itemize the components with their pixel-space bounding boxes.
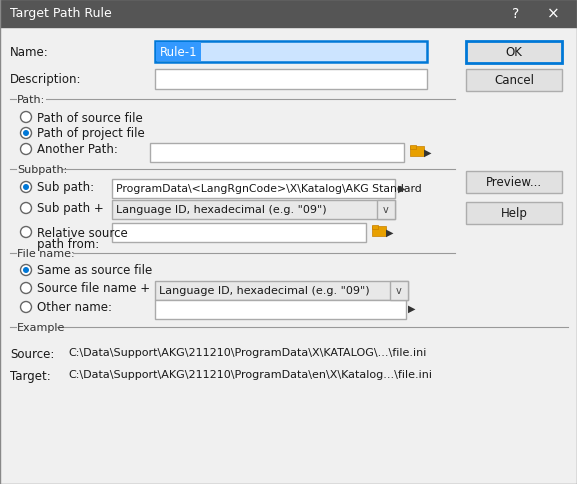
Bar xyxy=(466,42,562,64)
Circle shape xyxy=(21,128,32,139)
Circle shape xyxy=(21,302,32,313)
Circle shape xyxy=(21,265,32,276)
Text: Preview...: Preview... xyxy=(486,176,542,189)
Text: Description:: Description: xyxy=(10,74,81,86)
Text: C:\Data\Support\AKG\211210\ProgramData\X\KATALOG\...\file.ini: C:\Data\Support\AKG\211210\ProgramData\X… xyxy=(68,348,426,357)
Bar xyxy=(0,0,577,28)
Text: Help: Help xyxy=(501,207,527,220)
Text: C:\Data\Support\AKG\211210\ProgramData\en\X\Katalog...\file.ini: C:\Data\Support\AKG\211210\ProgramData\e… xyxy=(68,369,432,379)
Text: ▶: ▶ xyxy=(424,148,432,158)
Circle shape xyxy=(21,227,32,238)
Bar xyxy=(155,42,427,63)
Text: ×: × xyxy=(546,6,559,21)
Circle shape xyxy=(21,112,32,123)
Text: Sub path +: Sub path + xyxy=(37,202,104,215)
Text: ProgramData\<LangRgnCode>\X\Katalog\AKG Standard: ProgramData\<LangRgnCode>\X\Katalog\AKG … xyxy=(116,184,422,194)
Bar xyxy=(155,301,406,319)
Circle shape xyxy=(23,268,29,273)
Circle shape xyxy=(23,131,29,136)
Circle shape xyxy=(21,203,32,214)
Text: Other name:: Other name: xyxy=(37,301,112,314)
Bar xyxy=(390,281,408,301)
Text: ?: ? xyxy=(512,7,520,21)
Text: v: v xyxy=(396,286,402,296)
Bar xyxy=(112,224,366,242)
Text: ▶: ▶ xyxy=(409,303,416,313)
Bar xyxy=(466,70,562,92)
Text: Sub path:: Sub path: xyxy=(37,181,94,194)
Text: Example: Example xyxy=(17,322,65,333)
Text: Relative source: Relative source xyxy=(37,227,128,240)
Text: ▶: ▶ xyxy=(386,227,394,238)
Text: Path of source file: Path of source file xyxy=(37,111,143,124)
Bar xyxy=(372,227,386,237)
Bar xyxy=(112,180,395,198)
Text: Target:: Target: xyxy=(10,369,51,382)
Text: OK: OK xyxy=(505,46,522,60)
Text: v: v xyxy=(383,205,389,215)
Circle shape xyxy=(21,182,32,193)
Circle shape xyxy=(21,283,32,294)
Bar xyxy=(156,43,201,62)
Text: Path:: Path: xyxy=(17,95,45,105)
Text: Source:: Source: xyxy=(10,348,54,360)
Circle shape xyxy=(23,184,29,191)
Bar xyxy=(410,147,424,157)
Text: Rule-1: Rule-1 xyxy=(160,45,198,59)
Bar xyxy=(155,281,408,301)
Text: Language ID, hexadecimal (e.g. "09"): Language ID, hexadecimal (e.g. "09") xyxy=(159,286,370,296)
Bar xyxy=(377,200,395,220)
Text: Target Path Rule: Target Path Rule xyxy=(10,7,112,20)
Bar xyxy=(466,203,562,225)
Text: Another Path:: Another Path: xyxy=(37,143,118,156)
Bar xyxy=(155,70,427,90)
Text: Language ID, hexadecimal (e.g. "09"): Language ID, hexadecimal (e.g. "09") xyxy=(116,205,327,215)
Text: path from:: path from: xyxy=(37,238,99,251)
Circle shape xyxy=(21,144,32,155)
Text: Source file name +: Source file name + xyxy=(37,282,150,295)
Bar xyxy=(372,226,378,229)
Bar xyxy=(112,200,395,220)
Bar xyxy=(150,144,404,163)
Text: Name:: Name: xyxy=(10,45,48,59)
Text: Subpath:: Subpath: xyxy=(17,165,68,175)
Text: Path of project file: Path of project file xyxy=(37,127,145,140)
Text: Cancel: Cancel xyxy=(494,75,534,87)
Text: ▶: ▶ xyxy=(398,183,406,194)
Bar xyxy=(466,172,562,194)
Text: Same as source file: Same as source file xyxy=(37,264,152,277)
Text: File name:: File name: xyxy=(17,248,74,258)
Bar xyxy=(410,146,416,150)
